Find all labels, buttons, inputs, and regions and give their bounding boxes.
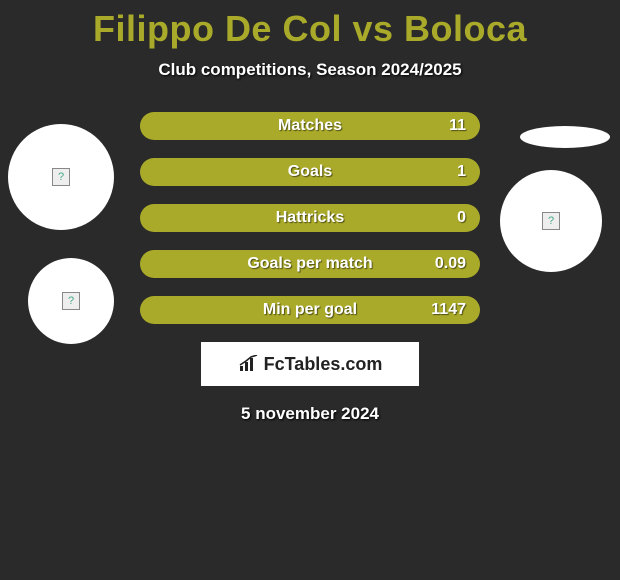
stat-label: Hattricks	[140, 209, 480, 227]
bar-chart-icon	[238, 355, 260, 373]
stat-label: Matches	[140, 117, 480, 135]
stat-row: Hattricks 0	[140, 204, 480, 232]
stat-value: 0	[457, 209, 466, 227]
attribution-logo: FcTables.com	[201, 342, 419, 386]
stat-row: Goals per match 0.09	[140, 250, 480, 278]
avatar-placeholder-3: ?	[28, 258, 114, 344]
attribution-text: FcTables.com	[264, 354, 383, 375]
stat-row: Matches 11	[140, 112, 480, 140]
avatar-placeholder-2	[520, 126, 610, 148]
page-title: Filippo De Col vs Boloca	[0, 0, 620, 50]
stats-container: Matches 11 Goals 1 Hattricks 0 Goals per…	[140, 112, 480, 324]
avatar-placeholder-1: ?	[8, 124, 114, 230]
date-label: 5 november 2024	[0, 404, 620, 424]
page-subtitle: Club competitions, Season 2024/2025	[0, 60, 620, 80]
stat-value: 1147	[431, 301, 466, 319]
stat-value: 11	[449, 117, 466, 135]
stat-label: Goals	[140, 163, 480, 181]
stat-value: 1	[457, 163, 466, 181]
stat-label: Goals per match	[140, 255, 480, 273]
broken-image-icon: ?	[62, 292, 80, 310]
stat-label: Min per goal	[140, 301, 480, 319]
broken-image-icon: ?	[52, 168, 70, 186]
broken-image-icon: ?	[542, 212, 560, 230]
stat-row: Goals 1	[140, 158, 480, 186]
stat-row: Min per goal 1147	[140, 296, 480, 324]
stat-value: 0.09	[435, 255, 466, 273]
avatar-placeholder-4: ?	[500, 170, 602, 272]
